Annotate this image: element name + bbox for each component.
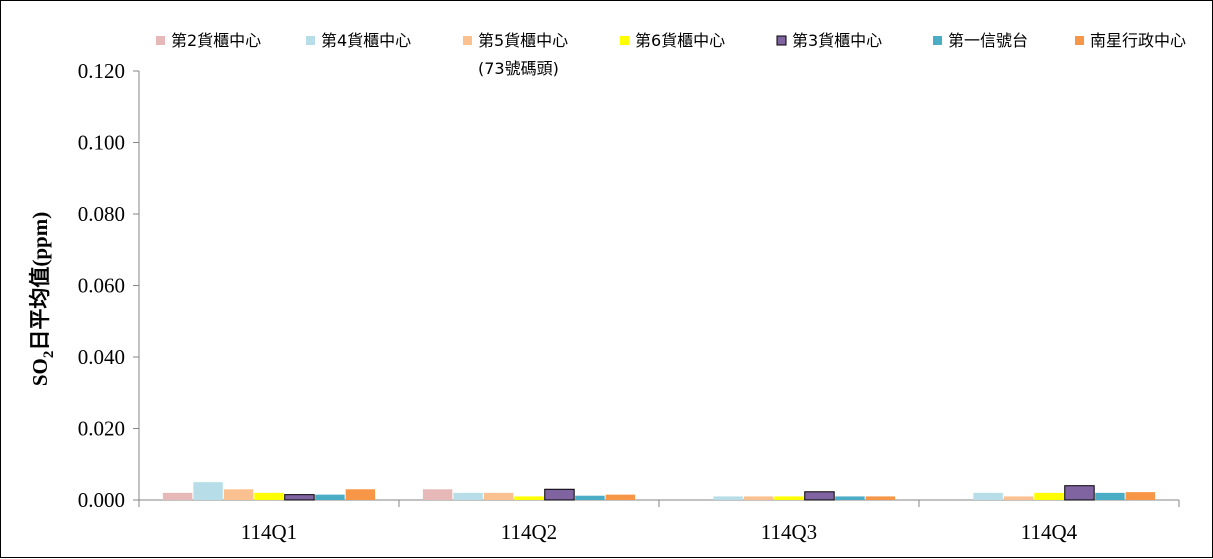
legend-label: 第3貨櫃中心 (792, 31, 882, 50)
legend-label: 第6貨櫃中心 (635, 31, 725, 50)
bar (162, 492, 193, 500)
bar (1095, 492, 1125, 500)
bar (804, 491, 835, 501)
legend: 第2貨櫃中心 第4貨櫃中心 第5貨櫃中心 (73號碼頭) 第6貨櫃中心 第3貨櫃中心 第一信… (156, 31, 1186, 78)
legend-swatch (463, 36, 472, 45)
bar (544, 488, 575, 501)
bar (483, 492, 514, 500)
legend-swatch (776, 35, 787, 46)
y-tick-label: 0.080 (78, 202, 125, 226)
bar (422, 489, 453, 500)
y-tick-label: 0.040 (78, 345, 125, 369)
legend-label: 第2貨櫃中心 (171, 31, 261, 50)
bar (315, 494, 345, 500)
bar (193, 482, 223, 500)
bar (284, 494, 315, 501)
bar (1064, 485, 1095, 501)
bar (514, 496, 544, 500)
y-label-subscript: 2 (41, 351, 57, 359)
y-tick-label: 0.000 (78, 488, 125, 512)
x-category-label: 114Q1 (241, 520, 297, 544)
x-axis: 114Q1 114Q2 114Q3 114Q4 (138, 499, 1180, 544)
bar (453, 492, 483, 500)
bar (835, 496, 865, 500)
bar (973, 492, 1003, 500)
bar (1003, 496, 1034, 500)
y-label-rest: 日平均值(ppm) (28, 212, 52, 351)
legend-swatch (933, 36, 942, 45)
y-axis-label: SO2日平均值(ppm) (28, 212, 57, 386)
y-axis: 0.000 0.020 0.040 0.060 0.080 0.100 0.120 (78, 59, 140, 512)
bars (162, 482, 1156, 501)
legend-swatch (156, 36, 165, 45)
bar (865, 496, 896, 500)
bar (1034, 492, 1064, 500)
y-tick-label: 0.100 (78, 131, 125, 155)
bar (743, 496, 774, 500)
x-category-label: 114Q3 (761, 520, 817, 544)
legend-swatch (620, 36, 629, 45)
bar (223, 489, 254, 500)
y-tick-label: 0.060 (78, 274, 125, 298)
bar (774, 496, 804, 500)
legend-label: 第5貨櫃中心 (478, 31, 568, 50)
bar (713, 496, 743, 500)
bar (345, 489, 376, 500)
bar (605, 494, 636, 500)
bar (1125, 492, 1156, 500)
legend-label: 南星行政中心 (1090, 31, 1186, 50)
x-category-label: 114Q2 (501, 520, 557, 544)
legend-label-line2: (73號碼頭) (478, 59, 559, 78)
legend-label: 第一信號台 (948, 31, 1028, 50)
x-category-label: 114Q4 (1021, 520, 1078, 544)
y-label-base: SO (28, 358, 52, 386)
bar (575, 495, 605, 500)
bar (254, 492, 284, 500)
legend-label: 第4貨櫃中心 (321, 31, 411, 50)
legend-swatch (1075, 36, 1084, 45)
y-tick-label: 0.120 (78, 59, 125, 83)
legend-swatch (306, 36, 315, 45)
y-tick-label: 0.020 (78, 417, 125, 441)
